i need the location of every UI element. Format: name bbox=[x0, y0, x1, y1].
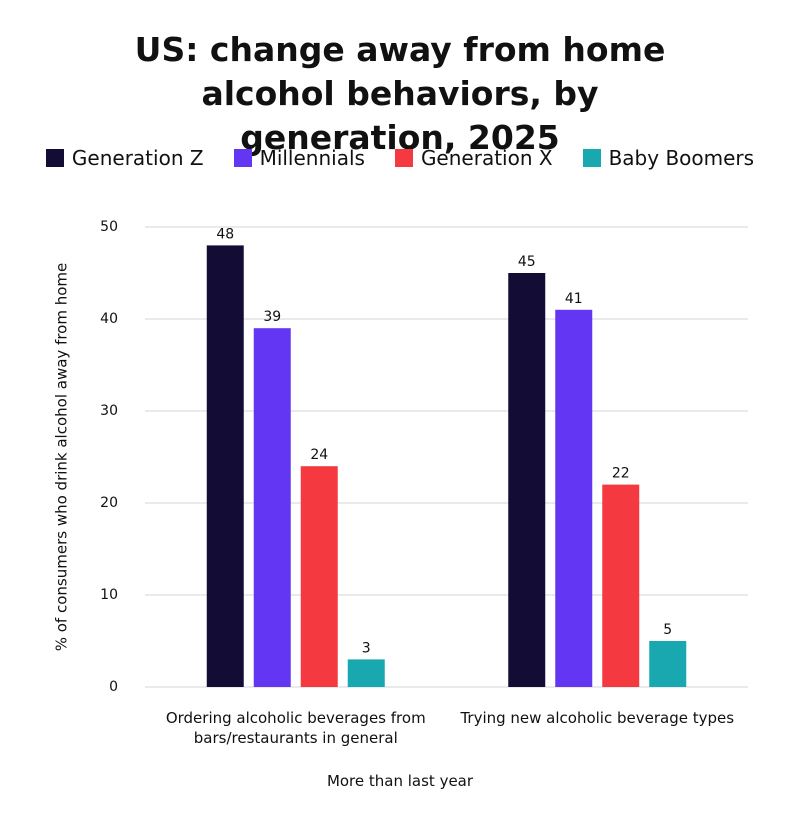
x-tick-label: Ordering alcoholic beverages from bars/r… bbox=[165, 709, 426, 747]
bar bbox=[508, 273, 546, 687]
bar bbox=[206, 245, 244, 687]
value-label: 45 bbox=[518, 254, 536, 270]
y-tick-label: 20 bbox=[100, 495, 118, 511]
value-label: 39 bbox=[263, 309, 281, 325]
y-tick-label: 0 bbox=[109, 679, 118, 695]
y-tick-label: 10 bbox=[100, 587, 118, 603]
legend: Generation Z Millennials Generation X Baby … bbox=[0, 146, 800, 170]
bar bbox=[300, 466, 338, 687]
chart-title: US: change away from home alcohol behavi… bbox=[134, 30, 666, 157]
legend-item: Generation X bbox=[394, 146, 553, 170]
legend-swatch bbox=[394, 149, 413, 167]
y-axis-label: % of consumers who drink alcohol away fr… bbox=[53, 263, 71, 652]
value-label: 41 bbox=[565, 291, 583, 307]
value-label: 22 bbox=[612, 466, 630, 482]
legend-label: Millennials bbox=[259, 146, 365, 170]
bar bbox=[602, 484, 640, 687]
legend-swatch bbox=[582, 149, 601, 167]
x-tick-label: Trying new alcoholic beverage types bbox=[460, 709, 735, 727]
bar bbox=[347, 659, 385, 687]
legend-swatch bbox=[45, 149, 64, 167]
bar bbox=[253, 328, 291, 687]
y-tick-label: 40 bbox=[100, 311, 118, 327]
value-label: 24 bbox=[310, 447, 328, 463]
y-tick-label: 50 bbox=[100, 219, 118, 235]
legend-item: Millennials bbox=[233, 146, 365, 170]
value-label: 5 bbox=[663, 622, 672, 638]
bar bbox=[555, 309, 593, 687]
legend-swatch bbox=[233, 149, 252, 167]
legend-item: Baby Boomers bbox=[582, 146, 755, 170]
bar bbox=[649, 641, 687, 687]
legend-label: Generation Z bbox=[71, 146, 204, 170]
value-label: 48 bbox=[216, 226, 234, 242]
value-label: 3 bbox=[362, 640, 371, 656]
legend-item: Generation Z bbox=[45, 146, 204, 170]
x-axis-label: More than last year bbox=[326, 772, 474, 790]
y-tick-label: 30 bbox=[100, 403, 118, 419]
legend-label: Baby Boomers bbox=[608, 146, 755, 170]
legend-label: Generation X bbox=[420, 146, 553, 170]
